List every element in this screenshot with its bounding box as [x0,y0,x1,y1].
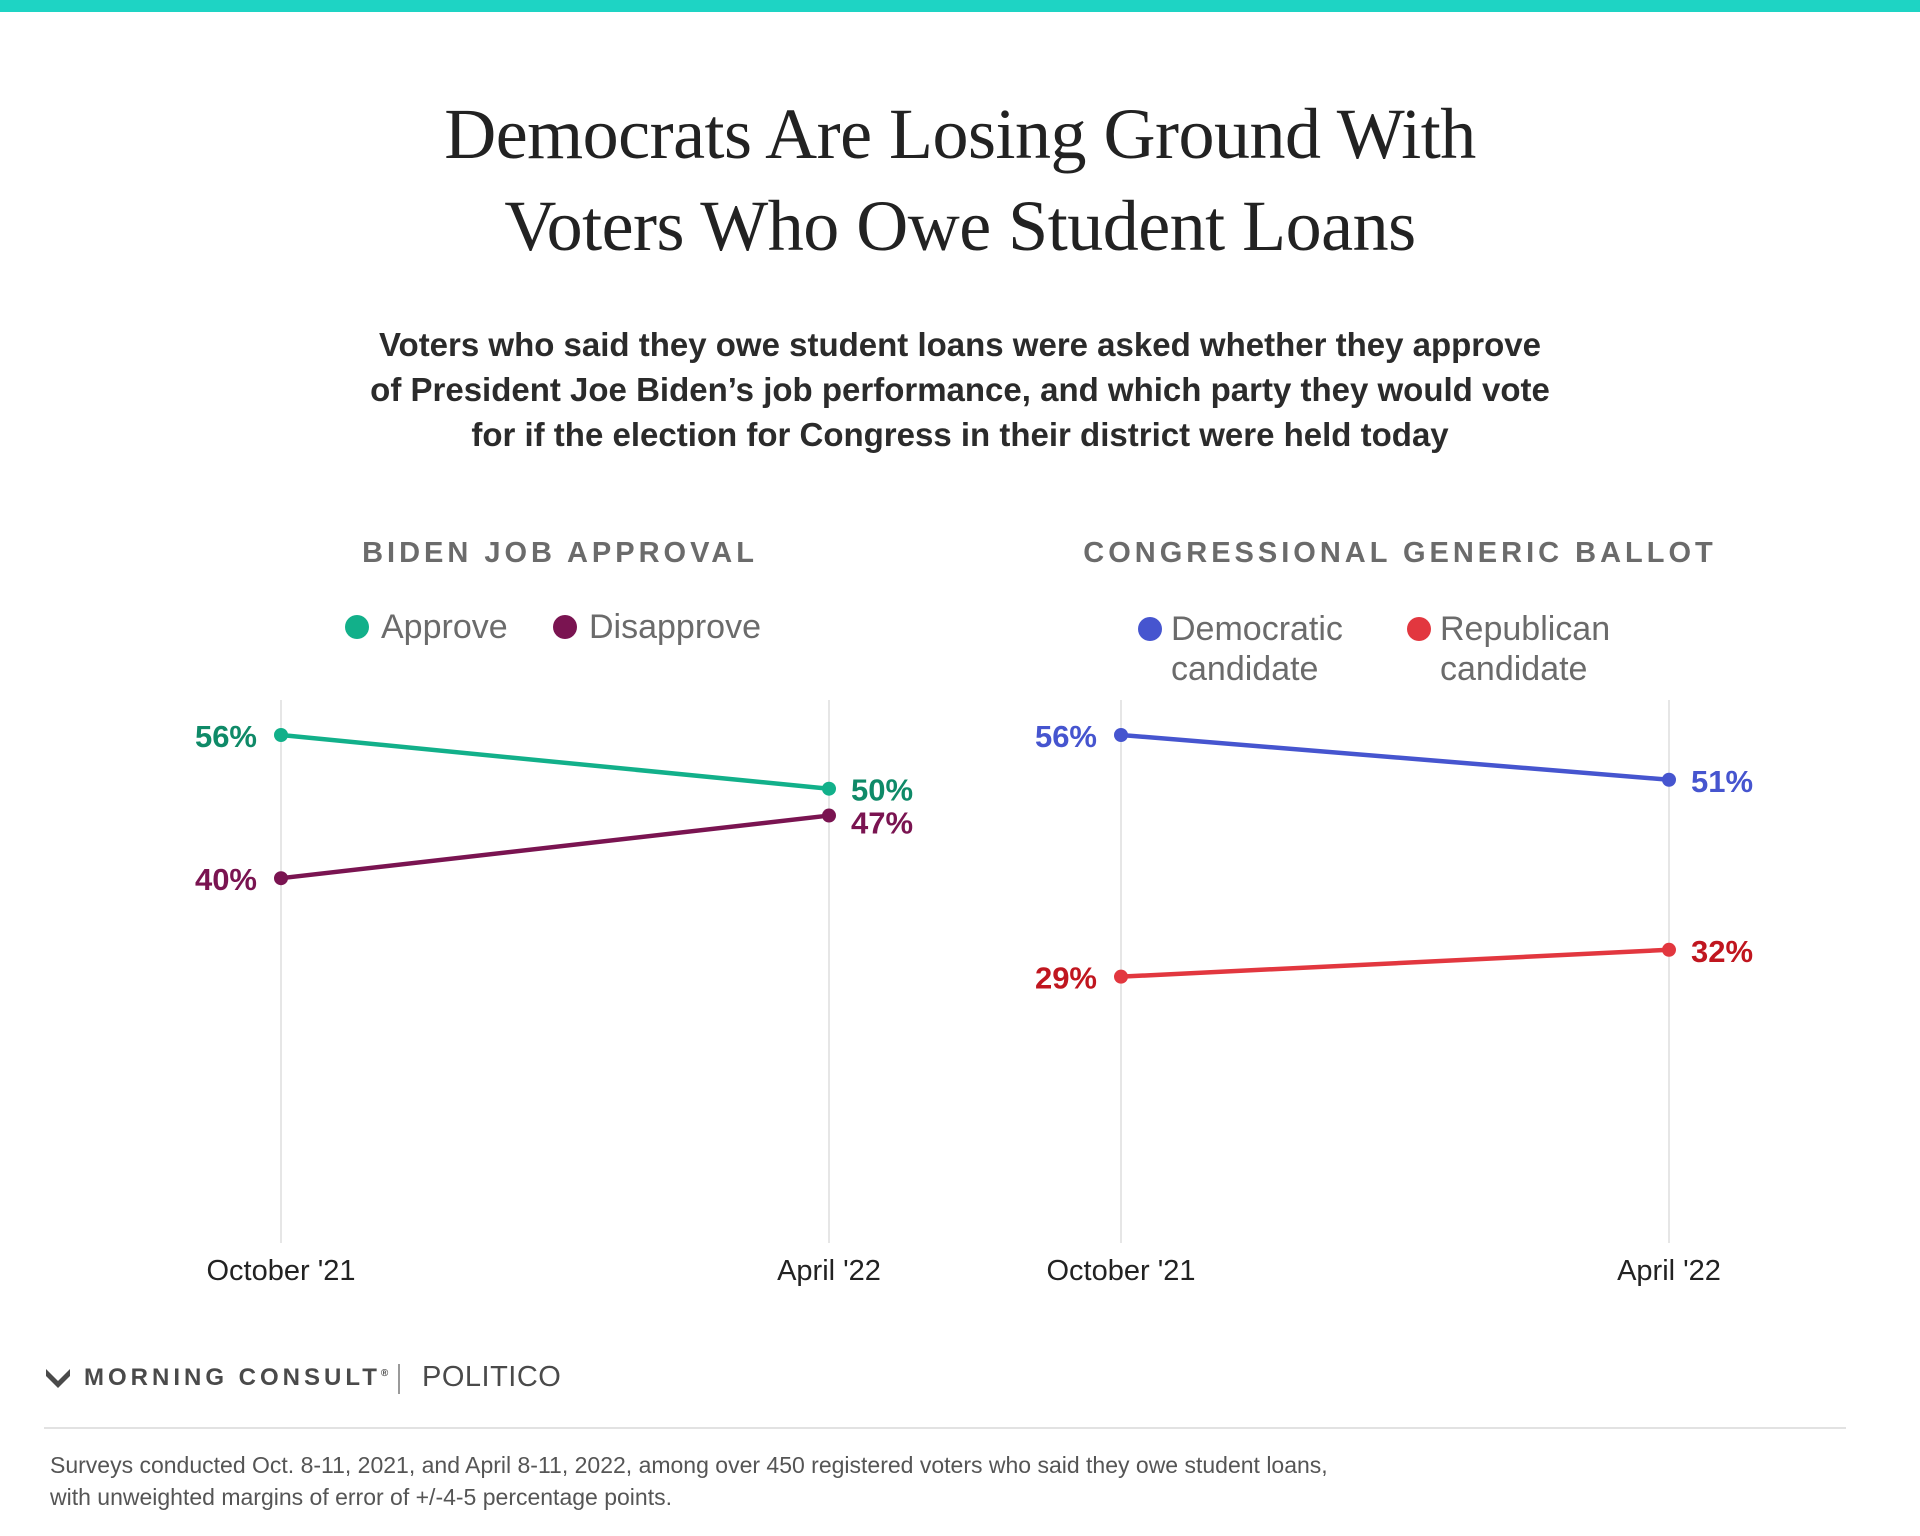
registered-mark: ® [380,1368,389,1379]
ballot-point-0-0 [1114,728,1128,742]
subtitle-line-2: of President Joe Biden’s job performance… [370,371,1550,408]
footer-divider [44,1427,1846,1429]
ballot-point-1-1 [1662,942,1676,957]
approval-point-1-0 [274,871,288,886]
approval-series-line-0 [280,732,830,791]
approval-data-label-0-1: 50% [851,773,913,808]
approval-data-label-0-0: 56% [195,719,257,754]
politico-wordmark: POLITICO [422,1361,562,1393]
ballot-data-label-0-0: 56% [1035,719,1097,754]
morning-consult-wordmark: MORNING CONSULT® [84,1364,388,1392]
approval-x-tick-label-1: April '22 [777,1255,881,1287]
legend-label-approve: Approve [381,608,508,646]
legend-label-democratic-line-1: Democratic [1171,610,1343,648]
ballot-series-line-1 [1120,947,1670,979]
ballot-series-line-0 [1120,732,1670,782]
logo-separator [398,1364,400,1394]
ballot-data-label-1-0: 29% [1035,961,1097,996]
legend-dot-disapprove [553,615,577,639]
morning-consult-text: MORNING CONSULT [84,1364,381,1391]
legend-label-democratic-line-2: candidate [1171,650,1319,688]
approval-series-line-1 [280,813,830,881]
legend-dot-democratic [1138,617,1162,641]
panel-title-biden-approval: BIDEN JOB APPROVAL [362,537,758,569]
chart-title: Democrats Are Losing Ground With Voters … [0,88,1920,272]
footnote-line-1: Surveys conducted Oct. 8-11, 2021, and A… [50,1452,1328,1478]
legend-label-disapprove: Disapprove [589,608,761,646]
legend-label-republican: Republican candidate [1440,609,1610,689]
ballot-data-label-1-1: 32% [1691,934,1753,969]
approval-x-tick-label-0: October '21 [206,1255,355,1287]
chart-subtitle: Voters who said they owe student loans w… [260,322,1660,457]
approval-point-1-1 [822,808,836,823]
ballot-point-0-1 [1662,772,1676,787]
subtitle-line-3: for if the election for Congress in thei… [471,416,1449,453]
legend-dot-approve [345,615,369,639]
approval-point-0-1 [822,781,836,796]
morning-consult-logo-icon [46,1369,70,1388]
ballot-data-label-0-1: 51% [1691,764,1753,799]
legend-label-republican-line-1: Republican [1440,610,1611,648]
legend-label-republican-line-2: candidate [1440,650,1588,688]
approval-data-label-1-0: 40% [195,862,257,897]
title-line-2: Voters Who Owe Student Loans [504,186,1416,266]
footnote: Surveys conducted Oct. 8-11, 2021, and A… [50,1449,1750,1513]
title-line-1: Democrats Are Losing Ground With [444,94,1476,174]
panel-title-generic-ballot: CONGRESSIONAL GENERIC BALLOT [1083,537,1717,569]
legend-label-democratic: Democratic candidate [1171,609,1343,689]
top-accent-bar [0,0,1920,12]
ballot-x-tick-label-1: April '22 [1617,1255,1721,1287]
legend-dot-republican [1407,617,1431,641]
subtitle-line-1: Voters who said they owe student loans w… [378,326,1542,363]
approval-point-0-0 [274,728,288,742]
footnote-line-2: with unweighted margins of error of +/-4… [50,1484,672,1510]
ballot-point-1-0 [1114,969,1128,984]
approval-data-label-1-1: 47% [851,806,913,841]
ballot-x-tick-label-0: October '21 [1046,1255,1195,1287]
